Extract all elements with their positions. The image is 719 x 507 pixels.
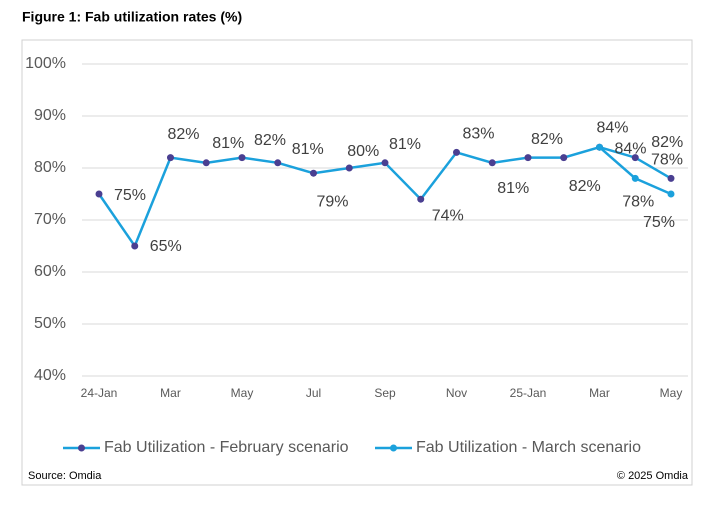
data-label: 84% [596,119,628,136]
point [631,174,639,182]
x-tick-label: Jul [306,386,321,400]
point [596,143,603,151]
data-label: 83% [462,126,494,143]
point [95,190,103,198]
point [238,154,246,162]
data-label: 82% [167,126,199,143]
y-tick-label: 80% [34,159,66,176]
legend-marker [390,444,397,452]
data-label: 65% [150,238,182,255]
point [131,242,139,250]
point [381,159,389,167]
y-tick-label: 40% [34,367,66,384]
point [345,164,353,172]
x-tick-label: Nov [446,386,467,400]
data-label: 82% [569,178,601,195]
data-label: 81% [292,141,324,158]
chart-title: Figure 1: Fab utilization rates (%) [22,9,242,25]
point [667,174,675,182]
data-label: 84% [614,140,646,157]
point [274,159,282,167]
x-tick-label: 25-Jan [510,386,547,400]
point [524,154,532,162]
data-label: 75% [114,187,146,204]
data-label: 78% [651,152,683,169]
data-label: 74% [432,207,464,224]
x-tick-label: Mar [160,386,181,400]
point [167,154,174,162]
y-tick-label: 60% [34,263,66,280]
x-tick-label: Sep [374,386,396,400]
x-tick-label: May [231,386,254,400]
legend-label: Fab Utilization - March scenario [416,439,641,456]
point [202,159,210,167]
data-label: 81% [497,180,529,197]
x-tick-label: May [660,386,683,400]
y-tick-label: 90% [34,107,66,124]
point [631,154,639,162]
chart-frame [21,39,693,486]
point [488,159,496,167]
point [417,195,425,203]
data-label: 79% [316,193,348,210]
data-label: 75% [643,214,675,231]
data-label: 81% [212,135,244,152]
point [453,148,460,156]
copyright: © 2025 Omdia [617,470,689,482]
y-tick-label: 70% [34,211,66,228]
source: Source: Omdia [28,470,102,482]
y-tick-label: 100% [25,55,66,72]
data-label: 82% [254,132,286,149]
data-label: 82% [651,134,683,151]
data-label: 78% [622,194,654,211]
point [667,190,675,198]
legend-label: Fab Utilization - February scenario [104,439,349,456]
y-tick-label: 50% [34,315,66,332]
legend-marker [78,444,85,452]
point [310,169,317,177]
x-tick-label: Mar [589,386,610,400]
data-label: 80% [347,143,379,160]
point [560,154,568,162]
x-tick-label: 24-Jan [81,386,118,400]
data-label: 81% [389,136,421,153]
data-label: 82% [531,131,563,148]
